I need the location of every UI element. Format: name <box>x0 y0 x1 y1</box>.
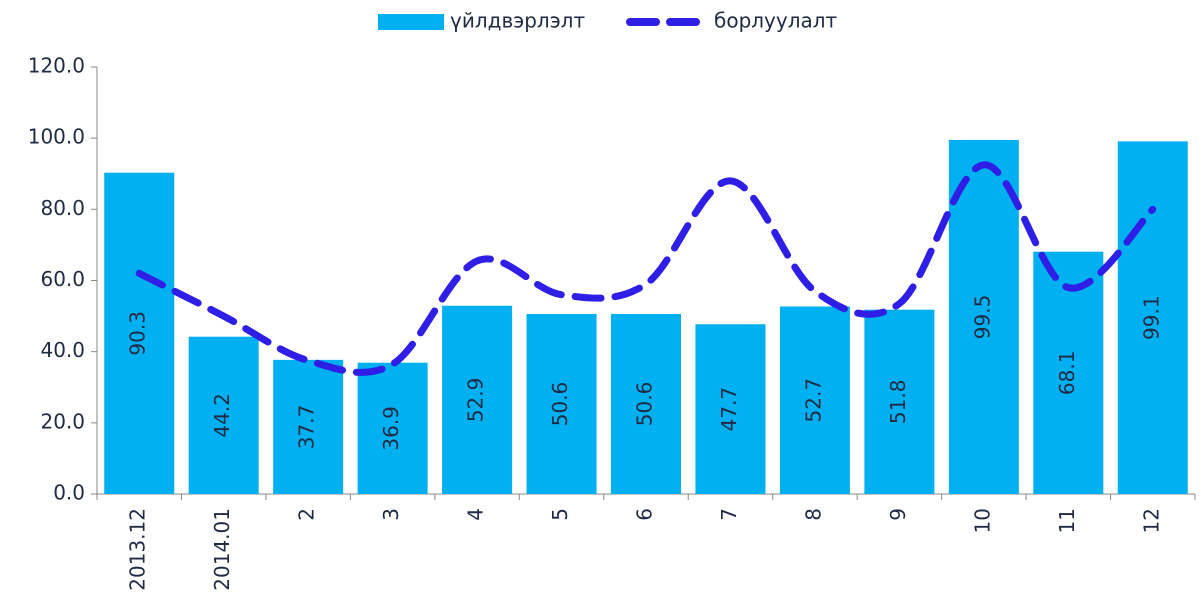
value-label: 37.7 <box>295 405 319 450</box>
value-label: 52.7 <box>801 378 825 423</box>
value-label: 47.7 <box>717 387 741 432</box>
x-tick-label: 2013.12 <box>126 508 150 591</box>
bar <box>948 139 1019 494</box>
bar <box>273 359 344 494</box>
bar <box>357 362 428 494</box>
x-tick-label: 8 <box>801 508 825 521</box>
value-label: 36.9 <box>379 406 403 451</box>
x-tick-label: 7 <box>717 508 741 521</box>
bar <box>695 324 766 494</box>
value-label: 51.8 <box>886 380 910 425</box>
value-label: 52.9 <box>464 378 488 423</box>
y-tick-label: 100.0 <box>28 125 85 149</box>
legend-label: борлуулалт <box>714 9 838 33</box>
bar <box>442 305 513 494</box>
x-tick-label: 2 <box>295 508 319 521</box>
bar <box>188 336 259 494</box>
y-tick-label: 40.0 <box>40 338 85 362</box>
y-tick-label: 60.0 <box>40 267 85 291</box>
bar <box>104 172 175 494</box>
value-label: 99.5 <box>970 295 994 340</box>
line <box>135 161 1157 376</box>
x-tick-label: 2014.01 <box>210 508 234 591</box>
bar <box>611 313 681 494</box>
x-tick-label: 4 <box>464 508 488 521</box>
legend-swatch <box>378 14 444 30</box>
value-label: 50.6 <box>548 382 572 427</box>
y-tick-label: 0.0 <box>53 481 85 505</box>
y-tick-label: 80.0 <box>40 196 85 220</box>
value-label: 99.1 <box>1139 295 1163 340</box>
x-tick-label: 10 <box>970 508 994 533</box>
value-label: 44.2 <box>210 393 234 438</box>
bar <box>1033 251 1104 494</box>
value-label: 68.1 <box>1055 351 1079 396</box>
value-label: 50.6 <box>633 382 657 427</box>
y-tick-label: 120.0 <box>28 54 85 78</box>
x-tick-label: 6 <box>633 508 657 521</box>
x-tick-label: 5 <box>548 508 572 521</box>
x-tick-label: 11 <box>1055 508 1079 533</box>
bar <box>779 306 850 494</box>
x-tick-label: 12 <box>1139 508 1163 533</box>
legend-label: үйлдвэрлэлт <box>450 9 585 33</box>
y-tick-label: 20.0 <box>40 409 85 433</box>
bar <box>526 313 597 494</box>
x-tick-label: 9 <box>886 508 910 521</box>
bar <box>864 309 935 494</box>
x-tick-label: 3 <box>379 508 403 521</box>
bar <box>1117 141 1188 494</box>
value-label: 90.3 <box>126 311 150 356</box>
